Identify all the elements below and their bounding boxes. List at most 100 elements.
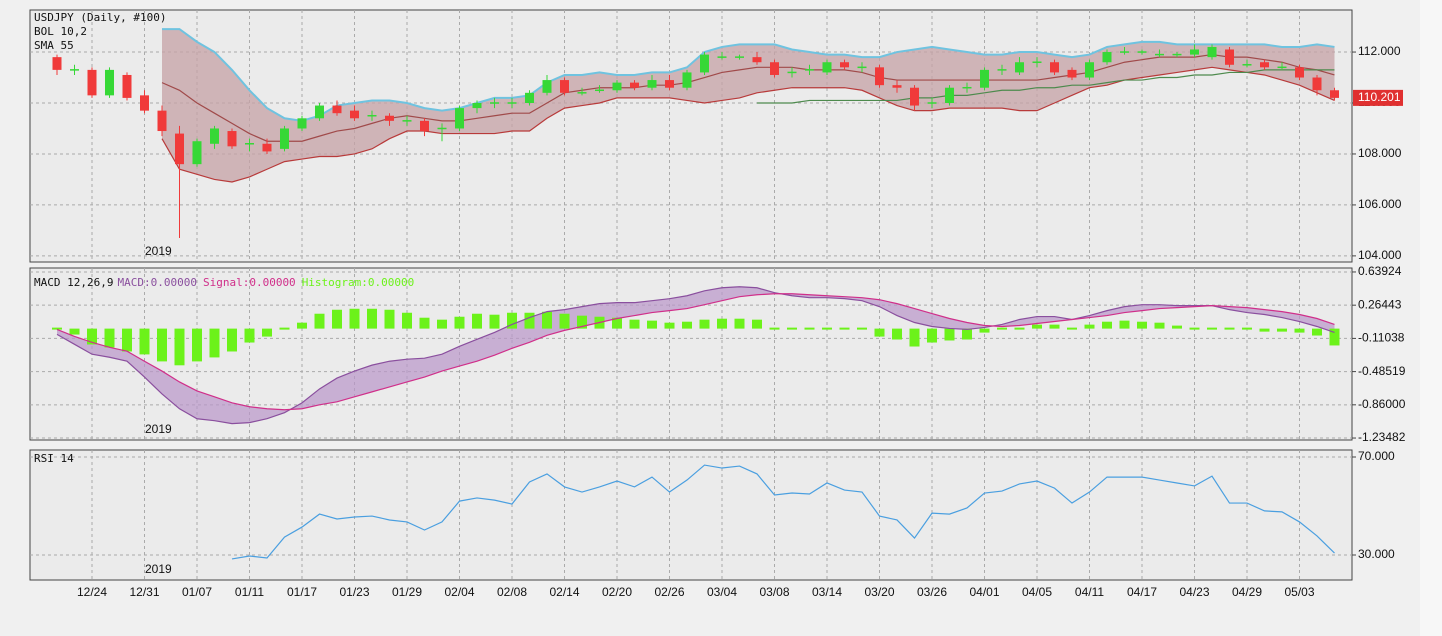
histogram-bar bbox=[717, 318, 727, 329]
candle-body bbox=[892, 85, 902, 88]
candle-body bbox=[840, 62, 849, 68]
x-tick-label: 03/04 bbox=[707, 585, 737, 599]
histogram-bar bbox=[262, 328, 272, 337]
candle-body bbox=[262, 143, 272, 152]
candle-body bbox=[140, 95, 149, 111]
candle-body bbox=[105, 69, 114, 96]
histogram-bar bbox=[104, 328, 115, 348]
histogram-bar bbox=[787, 327, 797, 330]
candle-body bbox=[717, 56, 727, 58]
x-tick-label: 05/03 bbox=[1284, 585, 1314, 599]
candle-body bbox=[910, 87, 919, 106]
legend-entry: Signal:0.00000 bbox=[203, 276, 296, 289]
histogram-bar bbox=[402, 312, 412, 329]
x-tick-label: 02/04 bbox=[444, 585, 474, 599]
candle-body bbox=[997, 69, 1007, 71]
y-tick-label: -0.86000 bbox=[1358, 397, 1406, 411]
histogram-bar bbox=[874, 328, 885, 337]
histogram-bar bbox=[577, 315, 587, 329]
x-tick-label: 04/11 bbox=[1075, 585, 1104, 599]
candle-body bbox=[350, 110, 359, 119]
histogram-bar bbox=[542, 311, 552, 329]
candle-body bbox=[1242, 64, 1252, 66]
histogram-bar bbox=[664, 322, 675, 329]
candle-body bbox=[1295, 67, 1304, 78]
y-tick-label: 0.26443 bbox=[1358, 297, 1402, 311]
candle-body bbox=[875, 67, 884, 86]
legend-entry: MACD:0.00000 bbox=[117, 276, 196, 289]
histogram-bar bbox=[174, 328, 185, 366]
x-tick-label: 02/26 bbox=[654, 585, 684, 599]
candle-body bbox=[1085, 62, 1094, 78]
x-tick-label: 04/01 bbox=[969, 585, 999, 599]
candle-body bbox=[735, 56, 744, 58]
candle-body bbox=[822, 62, 832, 73]
histogram-bar bbox=[52, 327, 62, 330]
histogram-bar bbox=[1049, 324, 1060, 329]
x-tick-label: 03/14 bbox=[812, 585, 842, 599]
candle-body bbox=[805, 69, 814, 71]
price-tag-label: 110.201 bbox=[1358, 90, 1401, 104]
histogram-bar bbox=[244, 328, 255, 343]
histogram-bar bbox=[909, 328, 920, 347]
candle-body bbox=[1155, 53, 1164, 56]
histogram-bar bbox=[139, 328, 150, 355]
y-tick-label: -1.23482 bbox=[1358, 430, 1406, 444]
candle-body bbox=[210, 128, 219, 144]
candle-body bbox=[700, 54, 709, 73]
histogram-bar bbox=[1084, 324, 1095, 329]
histogram-bar bbox=[682, 321, 692, 329]
histogram-bar bbox=[1032, 324, 1042, 329]
y-tick-label: 108.000 bbox=[1358, 146, 1402, 160]
histogram-bar bbox=[227, 328, 237, 352]
histogram-bar bbox=[437, 319, 447, 329]
y-tick-label: 106.000 bbox=[1358, 197, 1402, 211]
candle-body bbox=[332, 105, 342, 114]
candle-body bbox=[665, 80, 674, 88]
histogram-bar bbox=[332, 309, 342, 329]
right-strip bbox=[1420, 0, 1442, 636]
candle-body bbox=[437, 127, 447, 130]
legend-entry: SMA 55 bbox=[34, 39, 74, 52]
histogram-bar bbox=[314, 313, 325, 329]
candle-body bbox=[245, 143, 254, 145]
candle-body bbox=[490, 102, 499, 104]
histogram-bar bbox=[997, 327, 1007, 330]
y-tick-label: 30.000 bbox=[1358, 547, 1395, 561]
candle-body bbox=[1102, 52, 1112, 63]
histogram-bar bbox=[209, 328, 220, 358]
histogram-bar bbox=[857, 327, 867, 330]
chart-title: USDJPY (Daily, #100) bbox=[34, 11, 166, 24]
histogram-bar bbox=[944, 328, 955, 341]
histogram-bar bbox=[559, 313, 570, 329]
histogram-bar bbox=[1119, 320, 1130, 329]
candle-body bbox=[87, 69, 97, 96]
candle-body bbox=[612, 82, 622, 91]
histogram-bar bbox=[822, 327, 832, 330]
x-tick-label: 01/07 bbox=[182, 585, 212, 599]
histogram-bar bbox=[122, 328, 132, 352]
y-tick-label: 70.000 bbox=[1358, 449, 1395, 463]
histogram-bar bbox=[192, 328, 202, 362]
band-middle bbox=[161, 53, 1335, 142]
candle-body bbox=[315, 105, 324, 119]
band-upper bbox=[162, 28, 1335, 122]
histogram-bar bbox=[524, 312, 535, 329]
x-tick-label: 04/29 bbox=[1232, 585, 1262, 599]
x-tick-label: 03/26 bbox=[917, 585, 947, 599]
histogram-bar bbox=[769, 327, 780, 330]
candle-body bbox=[402, 120, 412, 122]
histogram-bar bbox=[1154, 322, 1165, 329]
histogram-bar bbox=[629, 319, 640, 329]
histogram-bar bbox=[927, 328, 937, 343]
candle-body bbox=[192, 141, 202, 165]
candle-body bbox=[1260, 62, 1269, 68]
histogram-bar bbox=[367, 308, 377, 329]
histogram-bar bbox=[839, 327, 850, 330]
candle-body bbox=[472, 103, 482, 109]
histogram-bar bbox=[1172, 325, 1182, 329]
x-tick-label: 04/17 bbox=[1127, 585, 1157, 599]
candle-body bbox=[1050, 62, 1059, 73]
x-tick-label: 04/23 bbox=[1179, 585, 1209, 599]
